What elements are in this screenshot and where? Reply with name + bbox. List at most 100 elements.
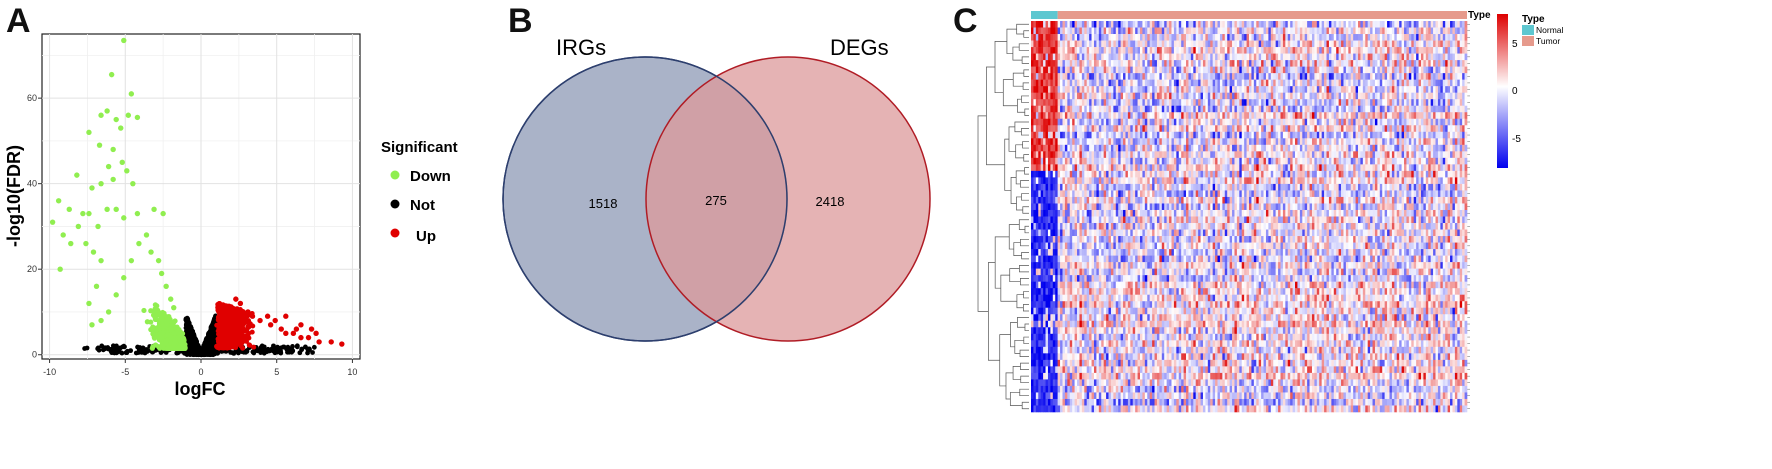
- heatmap-cell: [1360, 79, 1364, 87]
- heatmap-cell: [1144, 53, 1148, 61]
- heatmap-cell: [1181, 21, 1184, 28]
- heatmap-cell: [1435, 53, 1439, 61]
- heatmap-cell: [1391, 53, 1395, 61]
- heatmap-cell: [1341, 53, 1344, 61]
- heatmap-cell: [1282, 34, 1286, 41]
- heatmap-cell: [1098, 66, 1102, 74]
- heatmap-cell: [1263, 40, 1267, 48]
- dendrogram-branch: [1009, 392, 1023, 406]
- heatmap-cell: [1372, 47, 1376, 54]
- heatmap-cell: [1241, 60, 1245, 67]
- heatmap-cell: [1437, 53, 1441, 61]
- heatmap-cell: [1270, 47, 1274, 54]
- heatmap-cell: [1396, 53, 1400, 61]
- heatmap-cell: [1190, 66, 1194, 74]
- heatmap-cell: [1447, 60, 1451, 67]
- heatmap-cell: [1404, 34, 1407, 41]
- heatmap-cell: [1447, 27, 1451, 35]
- heatmap-cell: [1077, 47, 1080, 54]
- heatmap-cell: [1166, 79, 1170, 87]
- heatmap-cell: [1324, 34, 1327, 41]
- heatmap-cell: [1050, 86, 1054, 93]
- heatmap-cell: [1246, 40, 1250, 48]
- heatmap-cell: [1387, 47, 1390, 54]
- heatmap-cell: [1256, 86, 1259, 93]
- heatmap-cell: [1164, 86, 1167, 93]
- heatmap-cell: [1135, 86, 1138, 93]
- heatmap-cell: [1333, 40, 1337, 48]
- heatmap-cell: [1050, 27, 1054, 35]
- heatmap-cell: [1273, 34, 1276, 41]
- heatmap-cell: [1408, 47, 1412, 54]
- heatmap-cell: [1101, 21, 1104, 28]
- heatmap-cell: [1202, 47, 1206, 54]
- heatmap-cell: [1309, 86, 1313, 93]
- heatmap-cell: [1406, 53, 1410, 61]
- heatmap-cell: [1316, 21, 1320, 28]
- heatmap-cell: [1045, 73, 1049, 80]
- heatmap-cell: [1156, 60, 1160, 67]
- heatmap-cell: [1115, 60, 1119, 67]
- heatmap-cell: [1430, 53, 1434, 61]
- heatmap-cell: [1282, 60, 1286, 67]
- heatmap-cell: [1437, 47, 1441, 54]
- heatmap-cell: [1350, 27, 1354, 35]
- heatmap-cell: [1341, 66, 1344, 74]
- heatmap-cell: [1447, 34, 1451, 41]
- heatmap-cell: [1050, 53, 1054, 61]
- heatmap-cell: [1186, 86, 1189, 93]
- heatmap-cell: [1120, 53, 1124, 61]
- heatmap-cell: [1074, 86, 1078, 93]
- heatmap-cell: [1316, 53, 1320, 61]
- heatmap-cell: [1110, 34, 1114, 41]
- heatmap-cell: [1341, 40, 1344, 48]
- heatmap-cell: [1103, 66, 1107, 74]
- heatmap-cell: [1067, 66, 1071, 74]
- heatmap-cell: [1362, 21, 1366, 28]
- heatmap-cell: [1118, 73, 1121, 80]
- heatmap-cell: [1089, 34, 1092, 41]
- heatmap-cell: [1377, 21, 1381, 28]
- heatmap-cell: [1190, 73, 1194, 80]
- heatmap-cell: [1064, 60, 1068, 67]
- heatmap-cell: [1057, 27, 1061, 35]
- heatmap-cell: [1069, 53, 1073, 61]
- heatmap-cell: [1093, 53, 1097, 61]
- heatmap-cell: [1096, 53, 1100, 61]
- heatmap-cell: [1198, 53, 1201, 61]
- heatmap-cell: [1033, 40, 1037, 48]
- heatmap-cell: [1183, 73, 1187, 80]
- heatmap-cell: [1069, 21, 1073, 28]
- heatmap-cell: [1067, 53, 1071, 61]
- heatmap-cell: [1391, 47, 1395, 54]
- dendrogram-branch: [1021, 56, 1029, 64]
- heatmap-cell: [1195, 73, 1199, 80]
- heatmap-cell: [1169, 40, 1172, 48]
- heatmap-cell: [1278, 40, 1281, 48]
- heatmap-cell: [1137, 60, 1141, 67]
- heatmap-cell: [1314, 27, 1318, 35]
- heatmap-cell: [1358, 53, 1361, 61]
- heatmap-cell: [1292, 34, 1296, 41]
- heatmap-cell: [1123, 66, 1126, 74]
- heatmap-cell: [1454, 40, 1458, 48]
- heatmap-cell: [1140, 27, 1143, 35]
- heatmap-cell: [1428, 66, 1431, 74]
- heatmap-cell: [1307, 27, 1310, 35]
- heatmap-cell: [1215, 34, 1218, 41]
- heatmap-cell: [1302, 47, 1306, 54]
- heatmap-cell: [1341, 60, 1344, 67]
- heatmap-cell: [1130, 27, 1134, 35]
- heatmap-cell: [1173, 73, 1177, 80]
- heatmap-cell: [1135, 40, 1138, 48]
- heatmap-cell: [1307, 34, 1310, 41]
- heatmap-cell: [1435, 27, 1439, 35]
- heatmap-cell: [1142, 21, 1146, 28]
- heatmap-cell: [1362, 40, 1366, 48]
- heatmap-cell: [1152, 53, 1155, 61]
- heatmap-cell: [1183, 60, 1187, 67]
- heatmap-cell: [1459, 34, 1463, 41]
- heatmap-cell: [1399, 79, 1402, 87]
- heatmap-cell: [1384, 47, 1388, 54]
- heatmap-cell: [1123, 53, 1126, 61]
